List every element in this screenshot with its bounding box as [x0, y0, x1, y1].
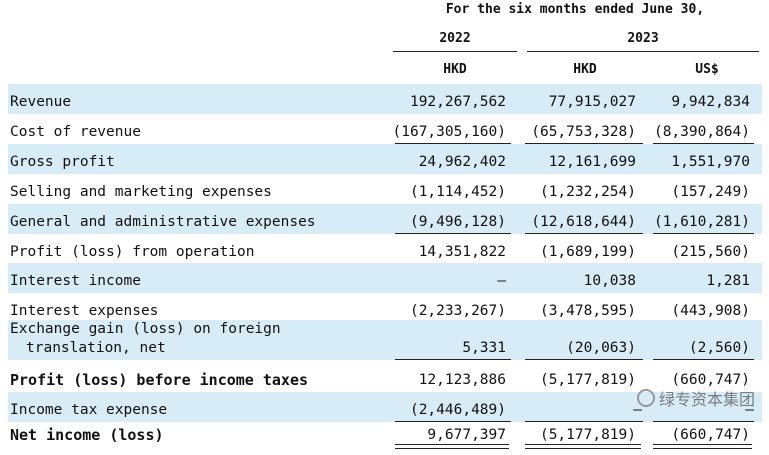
cell-2022-hkd: 9,677,397 — [427, 427, 506, 443]
row-label: Gross profit — [10, 153, 115, 170]
table-row-income-tax: Income tax expense (2,446,489) — — — [8, 392, 762, 422]
cell-2023-usd: (2,560) — [688, 340, 750, 356]
subtotal-rule — [653, 232, 754, 234]
cell-2023-usd: (443,908) — [671, 302, 750, 319]
cell-2023-hkd: (1,232,254) — [539, 183, 636, 200]
cell-2023-hkd: (20,063) — [566, 340, 636, 356]
period-header: For the six months ended June 30, — [445, 2, 705, 17]
subtotal-rule — [653, 142, 754, 144]
cell-2023-usd: (215,560) — [671, 243, 750, 260]
cell-2023-usd: 1,281 — [706, 272, 750, 289]
cell-2023-usd: (660,747) — [671, 427, 750, 443]
cell-2023-hkd: — — [633, 401, 642, 418]
cell-2023-hkd: 77,915,027 — [548, 93, 636, 110]
table-row-cost-of-revenue: Cost of revenue (167,305,160) (65,753,32… — [8, 114, 762, 144]
row-label: Cost of revenue — [10, 123, 141, 140]
cell-2022-hkd: 14,351,822 — [418, 243, 506, 260]
subtotal-rule — [525, 142, 643, 144]
row-label: General and administrative expenses — [10, 213, 316, 230]
cell-2023-hkd: (5,177,819) — [539, 427, 636, 443]
row-label-line2: translation, net — [26, 340, 166, 356]
total-double-rule — [395, 444, 509, 449]
table-row-net-income: Net income (loss) 9,677,397 (5,177,819) … — [8, 421, 762, 449]
table-row-gross-profit: Gross profit 24,962,402 12,161,699 1,551… — [8, 144, 762, 174]
table-row-selling-marketing: Selling and marketing expenses (1,114,45… — [8, 174, 762, 204]
subtotal-rule — [395, 359, 511, 360]
cell-2023-hkd: (5,177,819) — [539, 371, 636, 388]
cell-2023-usd: (660,747) — [671, 371, 750, 388]
cell-2022-hkd: (2,446,489) — [409, 401, 506, 418]
year-2023-rule — [527, 51, 759, 52]
cell-2023-usd: — — [745, 401, 754, 418]
year-2023: 2023 — [627, 31, 659, 46]
cell-2023-usd: (157,249) — [671, 183, 750, 200]
cell-2022-hkd: (1,114,452) — [409, 183, 506, 200]
table-row-interest-income: Interest income — 10,038 1,281 — [8, 263, 762, 293]
table-row-general-admin: General and administrative expenses (9,4… — [8, 204, 762, 234]
cell-2022-hkd: (9,496,128) — [409, 213, 506, 230]
cell-2023-hkd: (3,478,595) — [539, 302, 636, 319]
row-label: Revenue — [10, 93, 72, 110]
table-row-interest-expenses: Interest expenses (2,233,267) (3,478,595… — [8, 293, 762, 323]
table-row-profit-from-operation: Profit (loss) from operation 14,351,822 … — [8, 234, 762, 264]
cell-2023-usd: (8,390,864) — [653, 123, 750, 140]
cell-2023-usd: 1,551,970 — [671, 153, 750, 170]
cell-2022-hkd: 12,123,886 — [418, 371, 506, 388]
table-row-revenue: Revenue 192,267,562 77,915,027 9,942,834 — [8, 84, 762, 114]
subtotal-rule — [395, 142, 511, 144]
cell-2023-usd: 9,942,834 — [671, 93, 750, 110]
subtotal-rule — [525, 359, 643, 360]
cell-2023-hkd: 10,038 — [583, 272, 636, 289]
row-label: Income tax expense — [10, 401, 168, 418]
row-label: Interest expenses — [10, 302, 159, 319]
cell-2022-hkd: 192,267,562 — [409, 93, 506, 110]
row-label: Selling and marketing expenses — [10, 183, 272, 200]
total-double-rule — [525, 444, 641, 449]
subtotal-rule — [395, 420, 511, 422]
year-2022: 2022 — [439, 31, 471, 46]
cell-2023-hkd: (65,753,328) — [531, 123, 636, 140]
cell-2023-usd: (1,610,281) — [653, 213, 750, 230]
subtotal-rule — [525, 232, 643, 234]
table-row-profit-before-taxes: Profit (loss) before income taxes 12,123… — [8, 362, 762, 392]
cell-2023-hkd: (1,689,199) — [539, 243, 636, 260]
subtotal-rule — [653, 420, 754, 422]
total-double-rule — [653, 444, 752, 449]
row-label-line1: Exchange gain (loss) on foreign — [10, 321, 281, 337]
cell-2023-hkd: 12,161,699 — [548, 153, 636, 170]
currency-2023-hkd: HKD — [573, 62, 597, 77]
currency-2023-usd: US$ — [695, 62, 719, 77]
cell-2022-hkd: (167,305,160) — [392, 123, 507, 140]
row-label: Profit (loss) from operation — [10, 243, 255, 260]
table-row-exchange-gain: Exchange gain (loss) on foreign translat… — [8, 320, 762, 360]
row-label: Interest income — [10, 272, 141, 289]
year-2022-rule — [393, 51, 517, 52]
cell-2022-hkd: 5,331 — [462, 340, 506, 356]
cell-2023-hkd: (12,618,644) — [531, 213, 636, 230]
watermark-text: 绿专资本集团 — [658, 390, 755, 409]
row-label: Profit (loss) before income taxes — [10, 370, 309, 389]
row-label: Net income (loss) — [10, 426, 164, 444]
subtotal-rule — [395, 232, 511, 234]
cell-2022-hkd: — — [497, 272, 506, 289]
cell-2022-hkd: 24,962,402 — [418, 153, 506, 170]
subtotal-rule — [653, 359, 754, 360]
wechat-icon — [636, 389, 655, 407]
subtotal-rule — [525, 420, 643, 422]
watermark: 绿专资本集团 — [617, 367, 755, 429]
cell-2022-hkd: (2,233,267) — [409, 302, 506, 319]
currency-2022-hkd: HKD — [443, 62, 467, 77]
